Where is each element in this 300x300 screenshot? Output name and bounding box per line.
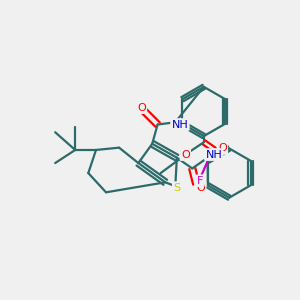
Text: NH: NH — [206, 150, 222, 160]
Text: F: F — [197, 176, 203, 186]
Text: O: O — [218, 143, 227, 153]
Text: O: O — [137, 103, 146, 112]
Text: O: O — [181, 150, 190, 160]
Text: NH: NH — [172, 119, 188, 130]
Text: S: S — [173, 183, 180, 193]
Text: O: O — [196, 184, 205, 194]
